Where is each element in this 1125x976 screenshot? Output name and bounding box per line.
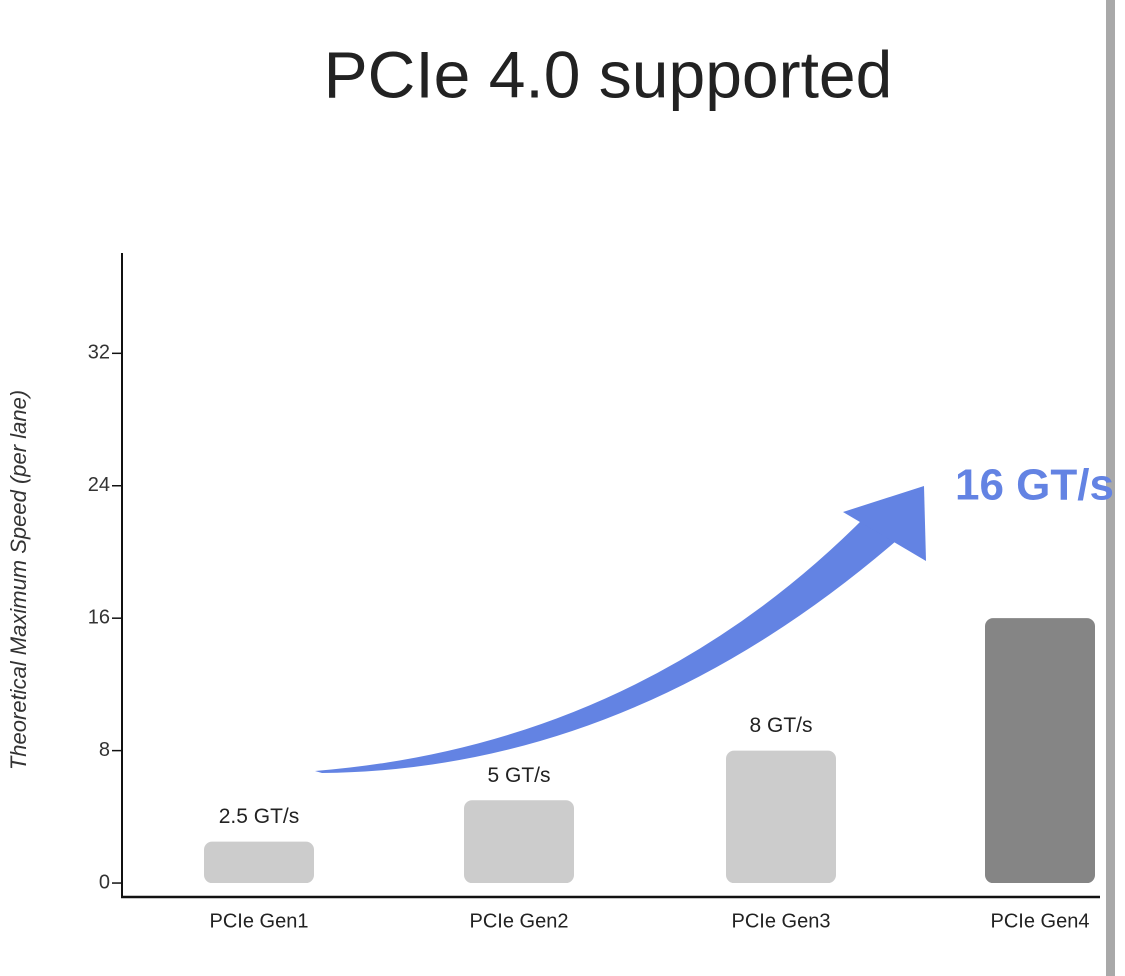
- bar: [985, 618, 1095, 884]
- value-label: 2.5 GT/s: [219, 805, 300, 828]
- chart-title: PCIe 4.0 supported: [324, 37, 893, 111]
- x-tick-label: PCIe Gen2: [470, 910, 569, 932]
- bar: [726, 750, 836, 884]
- value-label: 8 GT/s: [749, 714, 812, 737]
- value-label: 5 GT/s: [487, 764, 550, 787]
- side-bar: [1106, 0, 1115, 976]
- arrow-head: [843, 486, 926, 561]
- bar: [464, 800, 574, 884]
- y-tick-label: 0: [99, 871, 110, 893]
- x-tick-label: PCIe Gen3: [732, 910, 831, 932]
- y-tick-label: 24: [88, 474, 110, 496]
- growth-arrow: [315, 486, 926, 773]
- x-tick-label: PCIe Gen4: [991, 910, 1090, 932]
- value-annotation: 16 GT/s: [955, 461, 1114, 510]
- y-axis-title: Theoretical Maximum Speed (per lane): [6, 390, 31, 770]
- y-tick-label: 32: [88, 342, 110, 364]
- x-tick-label: PCIe Gen1: [210, 910, 309, 932]
- y-tick-label: 16: [88, 606, 110, 628]
- y-tick-label: 8: [99, 739, 110, 761]
- bar: [204, 841, 314, 884]
